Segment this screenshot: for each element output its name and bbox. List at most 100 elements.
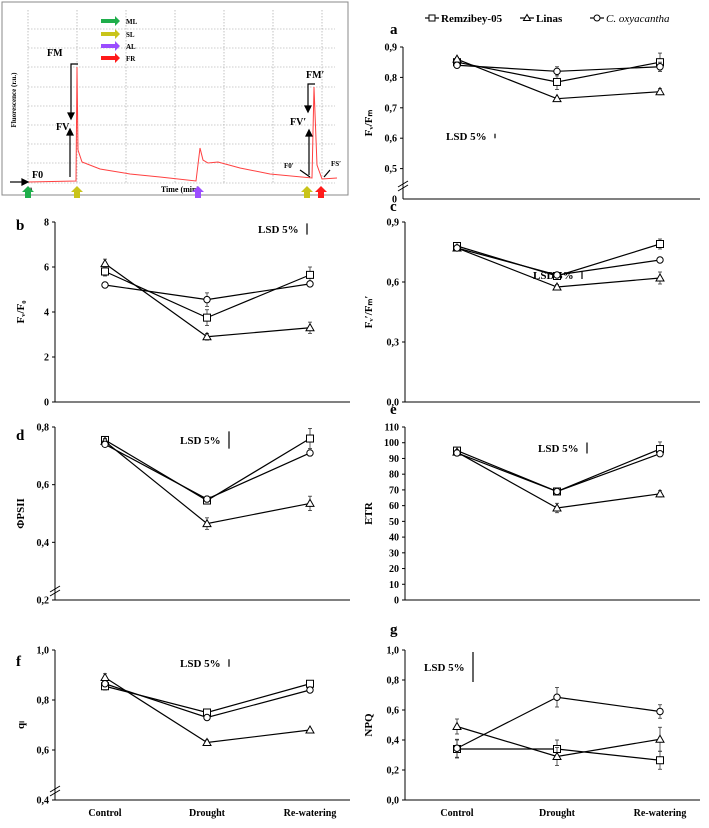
y-tick-label: 40 — [389, 533, 399, 544]
series-line — [456, 448, 661, 493]
y-tick-label: 0,4 — [387, 736, 400, 747]
data-point-circle — [101, 440, 109, 448]
y-tick-label: 10 — [389, 580, 399, 591]
y-tick-label: 0,8 — [37, 423, 50, 434]
series-circle — [101, 440, 314, 503]
panel-a: a 0,5 0,6 0,7 0,8 0,9 0 Fᵥ/Fₘ LSD 5% — [363, 22, 700, 206]
y-tick-label: 100 — [384, 438, 399, 449]
charts: a 0,5 0,6 0,7 0,8 0,9 0 Fᵥ/Fₘ LSD 5% b 0 2 4 6 8 Fᵥ/F₀ L… — [15, 13, 700, 819]
data-point-triangle — [452, 721, 462, 730]
y-tick-label: 80 — [389, 470, 399, 481]
data-point-circle — [306, 280, 314, 288]
lsd-label: LSD 5% — [258, 224, 299, 236]
y-tick-label: 0,9 — [385, 43, 398, 54]
lsd-label: LSD 5% — [180, 435, 221, 447]
y-axis-label: ETR — [363, 501, 375, 525]
series-line — [456, 452, 661, 493]
lsd-label: LSD 5% — [180, 658, 221, 670]
lsd-label: LSD 5% — [446, 131, 487, 143]
y-tick-label: 1,0 — [387, 646, 400, 657]
data-point-circle — [203, 495, 211, 503]
y-tick-label: 0 — [392, 195, 397, 206]
axis-break-mark — [49, 789, 61, 797]
y-axis-label: Fᵥ′/Fₘ′ — [363, 296, 375, 329]
y-tick-label: 0,7 — [385, 103, 398, 114]
fs-prime-label: FS′ — [331, 160, 341, 168]
y-tick-label: 0,5 — [385, 164, 398, 175]
y-tick-label: 0,6 — [37, 746, 50, 757]
y-tick-label: 0,0 — [387, 398, 400, 409]
data-point-square — [306, 270, 314, 279]
data-point-circle — [656, 256, 664, 264]
fm-prime-label: FM′ — [306, 70, 325, 81]
y-axis-label: qₗ — [15, 721, 27, 729]
y-axis-label: Fᵥ/Fₘ — [363, 110, 375, 137]
data-point-triangle — [202, 518, 212, 528]
axis-break-mark — [397, 180, 409, 188]
y-axis-label: Fᵥ/F₀ — [15, 300, 27, 324]
y-tick-label: 60 — [389, 501, 399, 512]
y-tick-label: 0 — [394, 596, 399, 607]
y-tick-label: 0,6 — [37, 480, 50, 491]
series-circle — [101, 680, 314, 722]
data-point-triangle — [552, 502, 562, 512]
legend: Remzibey-05 Linas C. oxyacantha — [425, 13, 670, 25]
al-arrow-icon — [101, 41, 120, 51]
data-point-circle — [453, 244, 461, 252]
y-tick-label: 90 — [389, 454, 399, 465]
series-circle — [101, 280, 314, 307]
data-point-square — [101, 267, 109, 276]
lsd-label: LSD 5% — [424, 662, 465, 674]
data-point-square — [656, 756, 664, 765]
trace-legend: ML SL AL FR — [101, 16, 138, 63]
series-triangle — [100, 672, 315, 746]
data-point-triangle — [655, 488, 665, 498]
y-tick-label: 0,3 — [387, 338, 400, 349]
fluorescence-trace-panel: Fluorescence (r.u.) Time (min) 0.0 ML SL… — [1, 1, 349, 198]
y-tick-label: 110 — [385, 423, 399, 434]
data-point-circle — [306, 449, 314, 457]
y-tick-label: 0,8 — [387, 676, 400, 687]
y-tick-label: 0,8 — [37, 696, 50, 707]
fluorescence-trace — [27, 66, 338, 183]
data-point-circle — [553, 271, 561, 279]
data-point-triangle — [552, 281, 562, 291]
data-point-circle — [656, 63, 664, 71]
data-point-circle — [306, 686, 314, 694]
y-tick-label: 70 — [389, 485, 399, 496]
trace-light-arrows — [22, 186, 327, 198]
series-line — [104, 440, 311, 525]
ml-on-arrow-icon — [22, 186, 34, 198]
series-triangle — [452, 54, 665, 103]
series-triangle — [452, 718, 665, 766]
legend-marker-triangle — [522, 13, 532, 21]
data-point-triangle — [305, 724, 315, 734]
x-tick-label: Control — [440, 808, 473, 819]
data-point-triangle — [100, 258, 110, 268]
y-tick-label: 0,4 — [37, 796, 50, 807]
series-circle — [453, 61, 664, 77]
data-point-triangle — [202, 737, 212, 746]
legend-entry: Remzibey-05 — [441, 13, 503, 25]
series-line — [456, 696, 661, 749]
series-triangle — [452, 447, 665, 514]
legend-sl: SL — [126, 31, 135, 39]
y-axis-label: ΦPSII — [15, 498, 27, 529]
x-tick-label: Drought — [189, 808, 226, 819]
y-tick-label: 6 — [44, 263, 49, 274]
y-tick-label: 4 — [44, 308, 49, 319]
fm-label: FM — [47, 48, 63, 59]
trace-xlabel: Time (min) — [161, 185, 200, 194]
x-tick-label: Drought — [539, 808, 576, 819]
data-point-circle — [553, 67, 561, 76]
series-triangle — [100, 258, 315, 341]
y-tick-label: 2 — [44, 353, 49, 364]
data-point-circle — [101, 680, 109, 688]
fv-prime-label: FV′ — [290, 117, 306, 128]
series-circle — [453, 687, 664, 758]
series-circle — [453, 449, 664, 496]
sl-pulse2-arrow-icon — [301, 186, 313, 198]
trace-grid — [27, 10, 335, 184]
series-triangle — [100, 436, 315, 530]
